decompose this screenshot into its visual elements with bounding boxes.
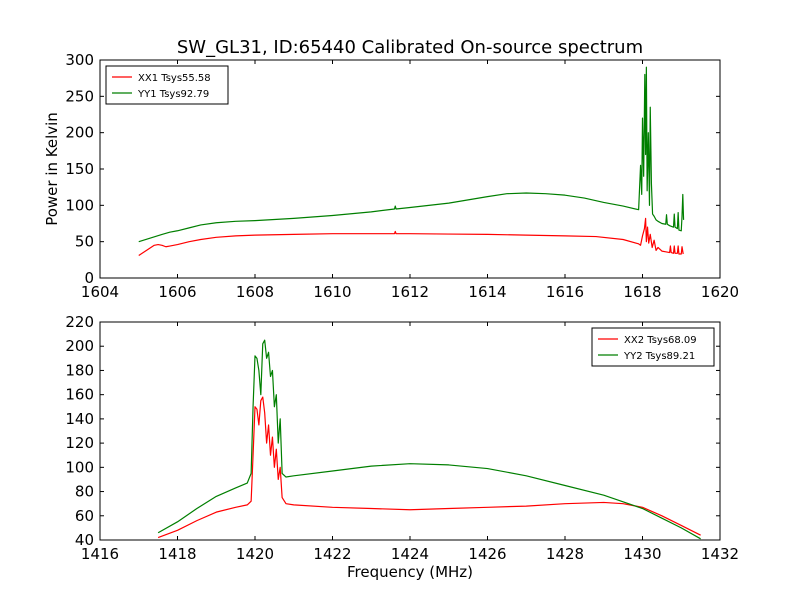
- legend-box: [591, 327, 715, 367]
- y-tick-label: 160: [65, 386, 94, 404]
- y-tick-label: 140: [65, 410, 94, 428]
- x-tick-label: 1432: [701, 545, 739, 563]
- x-tick-label: 1612: [391, 283, 429, 301]
- x-tick-label: 1418: [158, 545, 196, 563]
- legend-entry: XX2 Tsys68.09: [624, 335, 697, 346]
- y-tick-label: 300: [65, 51, 94, 69]
- x-tick-label: 1416: [81, 545, 119, 563]
- x-tick-label: 1616: [546, 283, 584, 301]
- x-tick-label: 1422: [313, 545, 351, 563]
- y-tick-label: 120: [65, 434, 94, 452]
- y-tick-label: 200: [65, 337, 94, 355]
- x-tick-label: 1604: [81, 283, 119, 301]
- y-tick-label: 80: [75, 483, 94, 501]
- y-tick-label: 50: [75, 233, 94, 251]
- y-tick-label: 60: [75, 507, 94, 525]
- y-axis-label: Power in Kelvin: [43, 112, 61, 226]
- x-tick-label: 1614: [468, 283, 506, 301]
- y-tick-label: 220: [65, 313, 94, 331]
- series-line-yy: [157, 339, 701, 540]
- x-tick-label: 1420: [236, 545, 274, 563]
- series-line-xx: [138, 217, 684, 256]
- series-line-xx: [157, 396, 701, 539]
- x-tick-label: 1610: [313, 283, 351, 301]
- y-tick-label: 100: [65, 196, 94, 214]
- y-tick-label: 180: [65, 361, 94, 379]
- x-tick-label: 1608: [236, 283, 274, 301]
- x-tick-label: 1620: [701, 283, 739, 301]
- legend-entry: YY2 Tsys89.21: [623, 351, 695, 362]
- chart-title: SW_GL31, ID:65440 Calibrated On-source s…: [177, 37, 643, 58]
- x-tick-label: 1426: [468, 545, 506, 563]
- x-axis-label: Frequency (MHz): [347, 563, 473, 581]
- x-tick-label: 1424: [391, 545, 429, 563]
- x-tick-label: 1428: [546, 545, 584, 563]
- y-tick-label: 250: [65, 87, 94, 105]
- legend-box: [105, 65, 229, 105]
- y-tick-label: 200: [65, 124, 94, 142]
- legend-entry: YY1 Tsys92.79: [137, 89, 209, 100]
- y-tick-label: 0: [84, 269, 94, 287]
- y-tick-label: 100: [65, 458, 94, 476]
- bottom-panel: 1416 1418 1420 1422 1424 1426 1428 1430 1432 40 60…: [65, 313, 739, 563]
- x-tick-label: 1618: [623, 283, 661, 301]
- x-tick-label: 1606: [158, 283, 196, 301]
- series-line-yy: [138, 66, 685, 243]
- y-tick-label: 40: [75, 531, 94, 549]
- top-panel: 1604 1606 1608 1610 1612 1614 1616 1618 1620 0 50 1…: [65, 51, 739, 301]
- legend-entry: XX1 Tsys55.58: [138, 73, 211, 84]
- x-tick-label: 1430: [623, 545, 661, 563]
- y-tick-label: 150: [65, 160, 94, 178]
